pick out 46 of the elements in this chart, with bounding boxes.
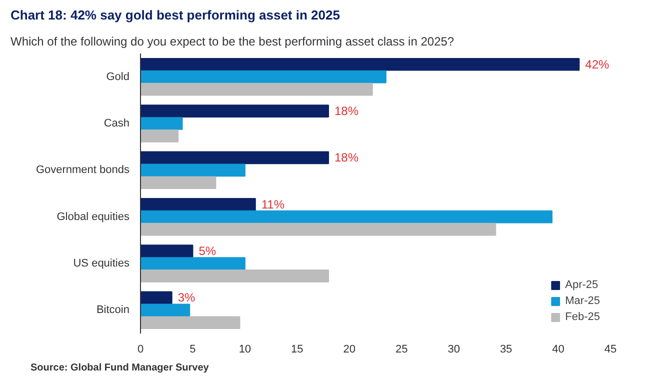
x-tick-label: 15 <box>291 344 304 356</box>
chart-subtitle: Which of the following do you expect to be the best performing asset class in 2025? <box>10 34 454 48</box>
bar <box>140 70 386 84</box>
x-tick-label: 20 <box>343 344 356 356</box>
data-label: 11% <box>261 197 285 212</box>
bar <box>140 82 373 96</box>
data-label: 18% <box>334 104 359 118</box>
bar <box>140 244 194 258</box>
bar <box>140 130 179 142</box>
bar <box>140 210 553 224</box>
bar <box>140 222 496 236</box>
y-tick-label: Cash <box>104 118 130 130</box>
bar <box>140 117 183 130</box>
x-tick-label: 10 <box>238 344 252 356</box>
bar <box>140 176 216 190</box>
x-tick-label: 30 <box>448 344 460 356</box>
bar <box>140 291 172 304</box>
y-tick-label: Government bonds <box>36 164 130 176</box>
bar <box>140 270 329 282</box>
bar <box>140 316 240 330</box>
bar <box>140 304 190 317</box>
bar <box>140 257 246 270</box>
y-tick-label: Bitcoin <box>96 304 130 316</box>
bar <box>140 198 256 211</box>
data-label: 3% <box>178 290 196 305</box>
x-tick-label: 0 <box>137 344 144 356</box>
x-tick-label: 40 <box>552 344 564 356</box>
source-note: Source: Global Fund Manager Survey <box>30 362 210 374</box>
x-tick-label: 35 <box>500 344 512 356</box>
bar <box>140 104 329 118</box>
bar <box>140 58 580 71</box>
x-tick-label: 45 <box>604 344 617 356</box>
data-label: 5% <box>198 244 216 258</box>
legend-label: Mar-25 <box>565 295 600 307</box>
y-tick-label: Global equities <box>56 210 130 223</box>
x-tick-label: 5 <box>190 344 196 356</box>
y-tick-label: Gold <box>106 70 130 83</box>
bar <box>140 151 329 164</box>
legend-label: Feb-25 <box>565 311 600 323</box>
y-tick-label: US equities <box>73 258 130 270</box>
legend-label: Apr-25 <box>565 279 598 291</box>
bar <box>140 164 246 177</box>
x-tick-label: 25 <box>395 344 408 356</box>
chart-title: Chart 18: 42% say gold best performing asset in 2025 <box>10 8 340 22</box>
data-label: 18% <box>334 150 359 165</box>
data-label: 42% <box>585 57 610 72</box>
